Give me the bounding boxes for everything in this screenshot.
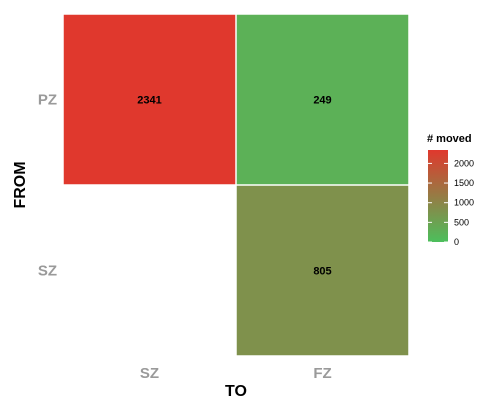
legend-title: # moved xyxy=(427,133,472,145)
legend-color-bar xyxy=(428,150,448,242)
y-tick-label: PZ xyxy=(38,92,57,109)
legend: # moved 2000 1500 1000 500 0 xyxy=(427,133,474,247)
heatmap-cell-pz-to-fz xyxy=(236,14,409,185)
x-tick-label: FZ xyxy=(313,365,331,382)
y-axis-title: FROM xyxy=(12,161,29,208)
legend-tick-label: 500 xyxy=(454,217,469,227)
cell-value-label: 805 xyxy=(313,266,331,278)
cell-value-label: 249 xyxy=(313,95,331,107)
x-axis-title: TO xyxy=(225,383,247,399)
legend-ticks: 2000 1500 1000 500 0 xyxy=(428,158,474,247)
legend-tick-label: 1000 xyxy=(454,198,474,208)
x-tick-label: SZ xyxy=(140,365,159,382)
legend-tick-label: 2000 xyxy=(454,158,474,168)
legend-tick-label: 0 xyxy=(454,237,459,247)
x-axis-tick-labels: SZ FZ xyxy=(140,365,332,382)
heatmap-cell-labels: 2341 249 805 xyxy=(137,95,331,278)
cell-value-label: 2341 xyxy=(137,95,161,107)
heatmap-cell-pz-to-sz xyxy=(63,14,236,185)
legend-tick-label: 1500 xyxy=(454,178,474,188)
heatmap-cells xyxy=(63,14,409,356)
y-tick-label: SZ xyxy=(38,263,57,280)
heatmap-cell-sz-to-fz xyxy=(236,185,409,356)
y-axis-tick-labels: PZ SZ xyxy=(38,92,57,280)
